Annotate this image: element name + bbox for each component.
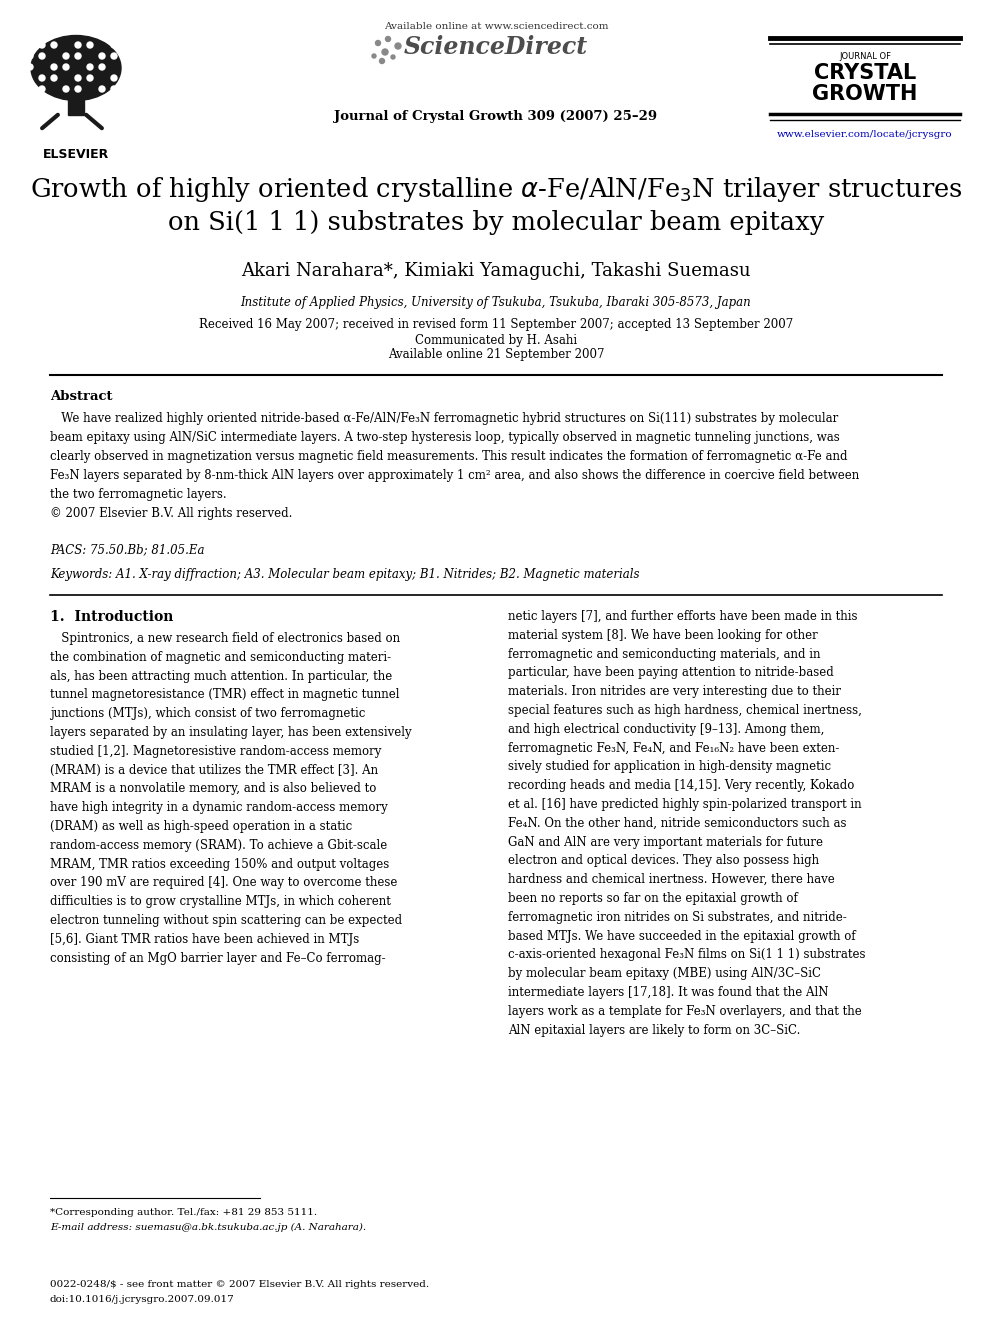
Circle shape (39, 53, 45, 60)
Text: www.elsevier.com/locate/jcrysgro: www.elsevier.com/locate/jcrysgro (777, 130, 952, 139)
Text: on Si(1 1 1) substrates by molecular beam epitaxy: on Si(1 1 1) substrates by molecular bea… (168, 210, 824, 235)
Circle shape (39, 86, 45, 93)
Text: *Corresponding author. Tel./fax: +81 29 853 5111.: *Corresponding author. Tel./fax: +81 29 … (50, 1208, 317, 1217)
Ellipse shape (31, 36, 121, 101)
Circle shape (75, 53, 81, 60)
Circle shape (111, 75, 117, 81)
Circle shape (39, 42, 45, 48)
Circle shape (111, 53, 117, 60)
Text: PACS: 75.50.Bb; 81.05.Ea: PACS: 75.50.Bb; 81.05.Ea (50, 542, 204, 556)
Circle shape (75, 75, 81, 81)
Circle shape (87, 64, 93, 70)
Text: E-mail address: suemasu@a.bk.tsukuba.ac.jp (A. Narahara).: E-mail address: suemasu@a.bk.tsukuba.ac.… (50, 1222, 366, 1232)
FancyArrowPatch shape (42, 115, 58, 128)
Text: Growth of highly oriented crystalline $\alpha$-Fe/AlN/Fe$_3$N trilayer structure: Growth of highly oriented crystalline $\… (30, 175, 962, 204)
Text: 🌳: 🌳 (55, 50, 97, 119)
Text: Available online at www.sciencedirect.com: Available online at www.sciencedirect.co… (384, 22, 608, 30)
Circle shape (391, 56, 395, 60)
Circle shape (376, 41, 381, 45)
Circle shape (75, 42, 81, 48)
Text: ELSEVIER: ELSEVIER (43, 148, 109, 161)
Circle shape (99, 53, 105, 60)
Circle shape (75, 86, 81, 93)
Text: JOURNAL OF: JOURNAL OF (839, 52, 891, 61)
Circle shape (111, 86, 117, 93)
Text: Spintronics, a new research field of electronics based on
the combination of mag: Spintronics, a new research field of ele… (50, 632, 412, 964)
Bar (68, 73, 84, 115)
Circle shape (380, 58, 385, 64)
Circle shape (386, 37, 391, 41)
Text: Received 16 May 2007; received in revised form 11 September 2007; accepted 13 Se: Received 16 May 2007; received in revise… (198, 318, 794, 331)
Text: ScienceDirect: ScienceDirect (404, 34, 588, 60)
Circle shape (51, 75, 57, 81)
FancyArrowPatch shape (86, 115, 102, 128)
Text: netic layers [7], and further efforts have been made in this
material system [8]: netic layers [7], and further efforts ha… (508, 610, 865, 1037)
Circle shape (87, 42, 93, 48)
Circle shape (395, 44, 401, 49)
Circle shape (99, 64, 105, 70)
Text: Keywords: A1. X-ray diffraction; A3. Molecular beam epitaxy; B1. Nitrides; B2. M: Keywords: A1. X-ray diffraction; A3. Mol… (50, 568, 640, 581)
Text: Akari Narahara*, Kimiaki Yamaguchi, Takashi Suemasu: Akari Narahara*, Kimiaki Yamaguchi, Taka… (241, 262, 751, 280)
Circle shape (27, 86, 33, 93)
Circle shape (63, 64, 69, 70)
Circle shape (27, 64, 33, 70)
Text: Abstract: Abstract (50, 390, 112, 404)
Text: 1.  Introduction: 1. Introduction (50, 610, 174, 624)
Circle shape (51, 42, 57, 48)
Text: doi:10.1016/j.jcrysgro.2007.09.017: doi:10.1016/j.jcrysgro.2007.09.017 (50, 1295, 235, 1304)
Circle shape (382, 49, 388, 56)
Text: GROWTH: GROWTH (812, 83, 918, 105)
Circle shape (99, 86, 105, 93)
Circle shape (87, 75, 93, 81)
Circle shape (51, 64, 57, 70)
Circle shape (372, 54, 376, 58)
Text: We have realized highly oriented nitride-based α-Fe/AlN/Fe₃N ferromagnetic hybri: We have realized highly oriented nitride… (50, 411, 859, 520)
Text: Journal of Crystal Growth 309 (2007) 25–29: Journal of Crystal Growth 309 (2007) 25–… (334, 110, 658, 123)
Text: Institute of Applied Physics, University of Tsukuba, Tsukuba, Ibaraki 305-8573, : Institute of Applied Physics, University… (241, 296, 751, 310)
Text: Communicated by H. Asahi: Communicated by H. Asahi (415, 333, 577, 347)
Text: 0022-0248/$ - see front matter © 2007 Elsevier B.V. All rights reserved.: 0022-0248/$ - see front matter © 2007 El… (50, 1279, 430, 1289)
Text: Available online 21 September 2007: Available online 21 September 2007 (388, 348, 604, 361)
Text: CRYSTAL: CRYSTAL (813, 64, 917, 83)
Circle shape (63, 86, 69, 93)
Circle shape (27, 53, 33, 60)
Circle shape (63, 53, 69, 60)
Circle shape (39, 75, 45, 81)
Circle shape (111, 42, 117, 48)
